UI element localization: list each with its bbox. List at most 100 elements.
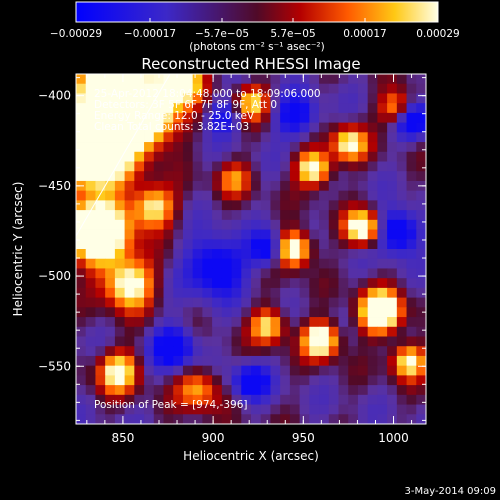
heatmap-cell [309, 297, 320, 308]
heatmap-cell [348, 346, 359, 357]
heatmap-cell [134, 365, 145, 376]
heatmap-cell [319, 258, 330, 269]
heatmap-cell [76, 74, 87, 85]
heatmap-cell [192, 355, 203, 367]
heatmap-cell [76, 404, 87, 415]
heatmap-cell [153, 317, 164, 328]
heatmap-cell [270, 190, 281, 201]
heatmap-cell [377, 142, 388, 153]
heatmap-cell [202, 258, 213, 269]
heatmap-cell [299, 307, 310, 318]
heatmap-cell [289, 394, 301, 405]
heatmap-cell [192, 171, 203, 182]
y-tick-label: −450 [38, 179, 71, 193]
heatmap-cell [387, 268, 398, 279]
heatmap-cell [396, 414, 407, 424]
heatmap-cell [231, 112, 242, 124]
heatmap-cell [367, 132, 378, 143]
heatmap-cell [357, 83, 369, 94]
heatmap-cell [134, 83, 145, 94]
heatmap-cell [241, 151, 252, 162]
heatmap-cell [76, 278, 87, 289]
heatmap-cell [134, 346, 145, 357]
heatmap-cell [221, 93, 232, 104]
heatmap-cell [406, 219, 417, 230]
heatmap-cell [338, 297, 349, 308]
heatmap-cell [212, 83, 223, 94]
heatmap-cell [95, 151, 106, 162]
heatmap-cell [105, 346, 116, 357]
heatmap-cell [202, 171, 213, 182]
heatmap-cell [387, 239, 398, 250]
heatmap-cell [182, 112, 194, 124]
heatmap-cell [182, 375, 194, 386]
heatmap-cell [338, 307, 349, 318]
heatmap-cell [212, 74, 223, 85]
heatmap-cell [114, 297, 126, 308]
heatmap-cell [309, 142, 320, 153]
heatmap-cell [348, 385, 359, 396]
heatmap-cell [260, 190, 271, 201]
heatmap-cell [85, 414, 96, 424]
heatmap-cell [163, 326, 174, 337]
heatmap-cell [338, 112, 349, 124]
heatmap-cell [416, 385, 426, 396]
heatmap-cell [328, 112, 339, 124]
heatmap-cell [416, 210, 426, 221]
heatmap-cell [319, 268, 330, 279]
heatmap-cell [202, 385, 213, 396]
heatmap-cell [251, 171, 262, 182]
heatmap-cell [309, 326, 320, 337]
heatmap-cell [124, 93, 135, 104]
heatmap-cell [319, 132, 330, 143]
heatmap-cell [163, 297, 174, 308]
heatmap-cell [192, 375, 203, 386]
heatmap-cell [212, 239, 223, 250]
heatmap-cell [85, 346, 96, 357]
heatmap-cell [357, 394, 369, 405]
heatmap-cell [319, 307, 330, 318]
heatmap-cell [309, 132, 320, 143]
heatmap-cell [76, 346, 87, 357]
heatmap-cell [280, 74, 291, 85]
footer-date: 3-May-2014 09:09 [404, 486, 496, 497]
colorbar-tick-label: 0.00029 [416, 28, 459, 40]
heatmap-cell [85, 394, 96, 405]
heatmap-cell [338, 151, 349, 162]
heatmap-cell [357, 239, 369, 250]
heatmap-cell [212, 414, 223, 424]
heatmap-cell [182, 287, 194, 299]
heatmap-cell [396, 190, 407, 201]
heatmap-cell [406, 297, 417, 308]
heatmap-cell [328, 365, 339, 376]
heatmap-cell [387, 326, 398, 337]
heatmap-cell [377, 210, 388, 221]
heatmap-cell [192, 161, 203, 172]
heatmap-cell [212, 122, 223, 133]
heatmap-cell [182, 355, 194, 367]
heatmap-cell [377, 365, 388, 376]
heatmap-cell [221, 200, 232, 211]
heatmap-cell [241, 180, 252, 192]
heatmap-cell [134, 93, 145, 104]
heatmap-cell [241, 258, 252, 269]
heatmap-cell [231, 258, 242, 269]
heatmap-cell [221, 122, 232, 133]
heatmap-cell [76, 93, 87, 104]
heatmap-cell [134, 355, 145, 367]
heatmap-cell [241, 229, 252, 240]
heatmap-cell [182, 297, 194, 308]
heatmap-cell [270, 161, 281, 172]
heatmap-cell [357, 355, 369, 367]
heatmap-cell [173, 307, 184, 318]
heatmap-cell [192, 268, 203, 279]
heatmap-cell [163, 278, 174, 289]
heatmap-cell [270, 171, 281, 182]
heatmap-cell [202, 210, 213, 221]
heatmap-cell [173, 385, 184, 396]
heatmap-cell [105, 355, 116, 367]
heatmap-cell [95, 307, 106, 318]
heatmap-cell [338, 142, 349, 153]
heatmap-cell [251, 229, 262, 240]
